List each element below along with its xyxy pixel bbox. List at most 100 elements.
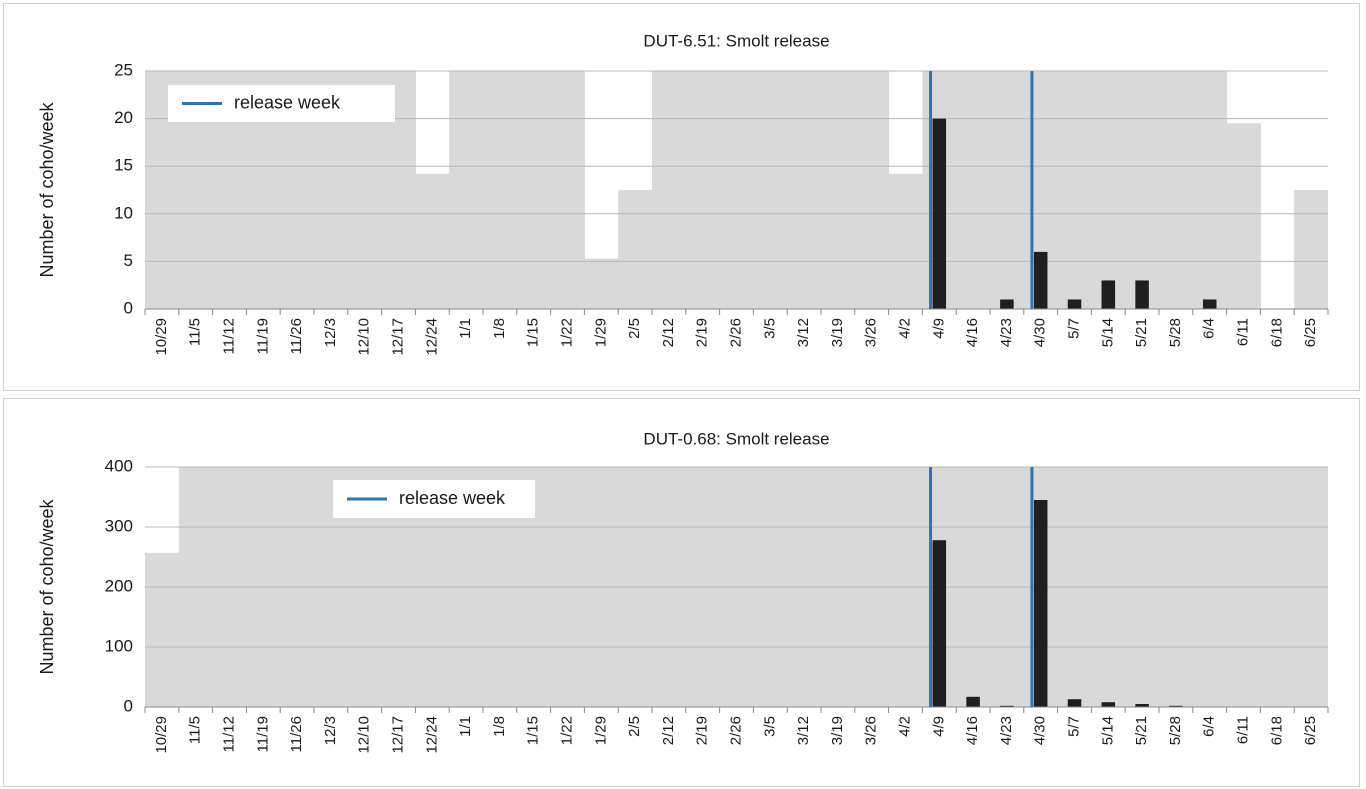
x-tick-label: 4/9: [930, 318, 947, 339]
legend-label: release week: [234, 92, 341, 112]
x-tick-label: 6/4: [1201, 716, 1218, 737]
x-tick-label: 12/3: [322, 716, 339, 745]
x-tick-label: 12/24: [423, 318, 440, 356]
background-bar: [483, 71, 518, 309]
chart-title: DUT-0.68: Smolt release: [643, 429, 829, 448]
x-tick-label: 3/5: [761, 318, 778, 339]
x-tick-label: 2/12: [660, 318, 677, 347]
x-tick-label: 5/14: [1099, 716, 1116, 745]
y-tick-label: 10: [114, 203, 133, 222]
background-bar: [821, 71, 856, 309]
x-tick-label: 1/8: [491, 716, 508, 737]
x-tick-label: 5/21: [1133, 716, 1150, 745]
y-tick-label: 20: [114, 108, 133, 127]
y-tick-label: 300: [105, 516, 133, 535]
y-tick-label: 0: [124, 298, 133, 317]
x-tick-label: 5/28: [1167, 716, 1184, 745]
x-tick-label: 12/17: [389, 318, 406, 356]
bar: [1067, 299, 1082, 309]
bar: [932, 118, 947, 309]
background-bar: [685, 71, 721, 309]
x-tick-label: 2/12: [660, 716, 677, 745]
x-tick-label: 1/1: [457, 716, 474, 737]
bar: [1101, 702, 1116, 707]
y-tick-label: 5: [124, 251, 133, 270]
bar: [1169, 705, 1183, 707]
x-tick-label: 4/23: [998, 318, 1015, 347]
x-tick-label: 11/5: [187, 318, 204, 346]
background-bar: [719, 71, 754, 309]
background-bar: [888, 173, 923, 309]
background-bar: [1057, 71, 1092, 309]
x-tick-label: 2/5: [626, 318, 643, 339]
x-tick-label: 3/5: [761, 716, 778, 737]
background-bar: [415, 173, 450, 309]
x-tick-label: 6/4: [1201, 318, 1218, 339]
x-tick-label: 6/11: [1234, 318, 1251, 346]
x-tick-label: 1/8: [491, 318, 508, 339]
background-bar: [787, 71, 822, 309]
x-tick-label: 4/30: [1032, 716, 1049, 745]
background-bar: [990, 71, 1025, 309]
x-tick-label: 5/28: [1167, 318, 1184, 347]
background-bar: [854, 71, 890, 309]
x-tick-label: 11/19: [254, 318, 271, 354]
x-tick-label: 1/22: [558, 716, 575, 745]
x-tick-label: 1/22: [558, 318, 575, 347]
background-bar: [1226, 123, 1261, 309]
legend-label: release week: [399, 488, 506, 508]
y-axis-label: Number of coho/week: [37, 498, 57, 674]
x-tick-label: 3/19: [829, 318, 846, 347]
y-axis-label: Number of coho/week: [37, 101, 57, 277]
x-tick-label: 4/2: [896, 716, 913, 737]
background-bar: [1159, 71, 1194, 309]
bar: [1067, 699, 1082, 707]
x-tick-label: 12/10: [356, 716, 373, 754]
background-bar: [956, 71, 991, 309]
x-tick-label: 6/25: [1302, 716, 1319, 745]
y-tick-label: 15: [114, 156, 133, 175]
x-tick-label: 5/21: [1133, 318, 1150, 347]
x-tick-label: 4/16: [964, 318, 981, 347]
x-tick-label: 6/18: [1268, 318, 1285, 347]
bar: [1033, 251, 1048, 309]
x-tick-label: 3/26: [863, 716, 880, 745]
background-bar: [1125, 71, 1160, 309]
x-tick-label: 12/17: [389, 716, 406, 754]
x-tick-label: 2/26: [727, 318, 744, 347]
y-tick-label: 400: [105, 456, 133, 475]
background-bar: [1294, 190, 1328, 309]
background-bar: [1192, 71, 1228, 309]
x-tick-label: 3/12: [795, 318, 812, 347]
y-tick-label: 200: [105, 576, 133, 595]
y-tick-label: 25: [114, 60, 133, 79]
x-tick-label: 6/25: [1302, 318, 1319, 347]
x-tick-label: 2/19: [694, 716, 711, 745]
x-tick-label: 3/26: [863, 318, 880, 347]
x-tick-label: 3/12: [795, 716, 812, 745]
bar: [1135, 704, 1149, 707]
background-bar: [1091, 71, 1126, 309]
chart-title: DUT-6.51: Smolt release: [643, 31, 829, 50]
bar: [1202, 299, 1217, 309]
x-tick-label: 11/19: [254, 716, 271, 752]
bar: [1101, 280, 1116, 309]
background-bar: [449, 71, 484, 309]
background-bar: [618, 190, 653, 309]
bar: [1000, 705, 1014, 707]
x-tick-label: 10/29: [153, 716, 170, 754]
x-tick-label: 11/12: [220, 318, 237, 354]
chart: DUT-0.68: Smolt release Number of coho/we…: [3, 398, 1360, 787]
x-tick-label: 5/7: [1065, 318, 1082, 339]
x-tick-label: 10/29: [153, 318, 170, 356]
x-tick-label: 2/5: [626, 716, 643, 737]
x-tick-label: 4/2: [896, 318, 913, 339]
background-bar: [584, 258, 619, 309]
x-tick-label: 1/1: [457, 318, 474, 339]
x-tick-label: 5/7: [1065, 716, 1082, 737]
x-tick-label: 4/23: [998, 716, 1015, 745]
background-bar: [753, 71, 788, 309]
background-bar: [516, 71, 552, 309]
bar: [1033, 500, 1048, 707]
